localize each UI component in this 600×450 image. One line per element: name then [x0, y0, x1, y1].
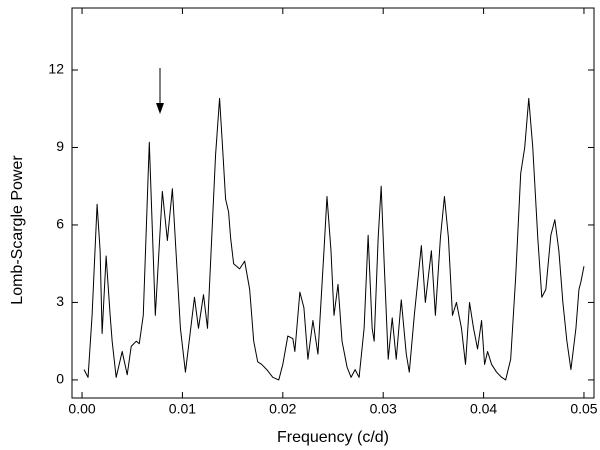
- y-axis-title: Lomb-Scargle Power: [9, 155, 26, 305]
- y-tick-label: 0: [56, 371, 64, 387]
- power-curve: [83, 97, 585, 381]
- x-tick-label: 0.02: [269, 401, 296, 417]
- x-tick-label: 0.00: [68, 401, 95, 417]
- plot-frame: [71, 7, 595, 399]
- y-tick-label: 3: [56, 293, 64, 309]
- y-tick-label: 6: [56, 216, 64, 232]
- x-tick-label: 0.03: [370, 401, 397, 417]
- arrow-head: [156, 103, 164, 114]
- y-tick-label: 9: [56, 138, 64, 154]
- x-tick-label: 0.04: [470, 401, 497, 417]
- x-axis-title: Frequency (c/d): [277, 429, 389, 446]
- x-tick-label: 0.05: [570, 401, 597, 417]
- x-tick-label: 0.01: [169, 401, 196, 417]
- y-tick-label: 12: [48, 61, 64, 77]
